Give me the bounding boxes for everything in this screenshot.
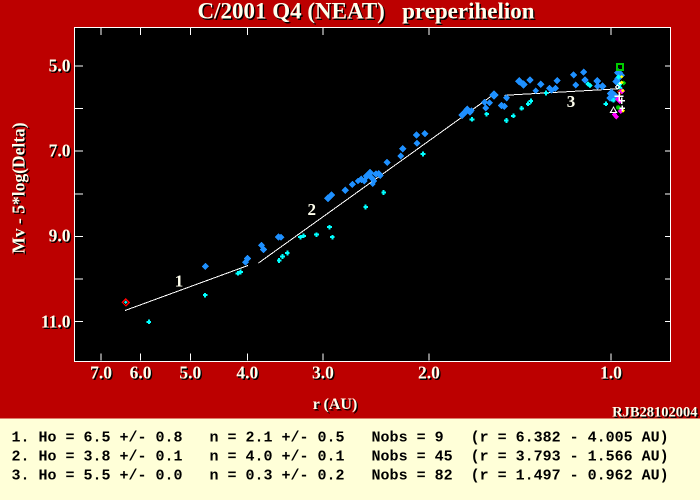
svg-text:3.0: 3.0 [313, 364, 335, 384]
svg-text:3. Ho = 5.5 +/- 0.0 n = 0.3: 3. Ho = 5.5 +/- 0.0 n = 0.3 +/- 0.2 Nobs… [12, 468, 669, 485]
svg-text:7.0: 7.0 [90, 363, 112, 383]
svg-text:1.0: 1.0 [600, 363, 622, 383]
svg-text:3: 3 [568, 93, 577, 112]
svg-text:6.0: 6.0 [131, 364, 153, 384]
svg-text:11.0: 11.0 [42, 313, 72, 333]
svg-text:2.0: 2.0 [419, 364, 441, 384]
svg-text:5.0: 5.0 [181, 364, 203, 384]
svg-text:RJB28102004: RJB28102004 [613, 406, 698, 422]
svg-text:5.0: 5.0 [49, 56, 71, 76]
svg-text:1: 1 [175, 272, 184, 291]
svg-text:3.0: 3.0 [312, 363, 334, 383]
svg-text:4.0: 4.0 [238, 364, 260, 384]
svg-text:2: 2 [309, 202, 318, 221]
svg-text:r (AU): r (AU) [313, 396, 358, 413]
svg-text:7.0: 7.0 [50, 142, 72, 162]
svg-text:C/2001 Q4 (NEAT) preperiheli: C/2001 Q4 (NEAT) preperihelion [199, 0, 536, 25]
svg-text:2. Ho = 3.8 +/- 0.1 n = 4.0: 2. Ho = 3.8 +/- 0.1 n = 4.0 +/- 0.1 Nobs… [12, 449, 669, 466]
svg-text:11.0: 11.0 [41, 311, 71, 331]
svg-text:9.0: 9.0 [50, 227, 72, 247]
svg-text:1.0: 1.0 [601, 364, 623, 384]
svg-text:9.0: 9.0 [49, 226, 71, 246]
svg-text:RJB28102004: RJB28102004 [612, 405, 697, 421]
svg-text:7.0: 7.0 [91, 364, 113, 384]
svg-text:1: 1 [176, 273, 185, 292]
svg-text:4.0: 4.0 [236, 363, 258, 383]
svg-text:2: 2 [307, 200, 316, 219]
svg-text:2.0: 2.0 [418, 363, 440, 383]
svg-text:C/2001 Q4 (NEAT) preperiheli: C/2001 Q4 (NEAT) preperihelion [197, 0, 534, 24]
svg-text:5.0: 5.0 [179, 363, 201, 383]
svg-text:Mv - 5*log(Delta): Mv - 5*log(Delta) [10, 124, 30, 255]
svg-text:1. Ho = 6.5 +/- 0.8 n = 2.1: 1. Ho = 6.5 +/- 0.8 n = 2.1 +/- 0.5 Nobs… [12, 430, 669, 447]
svg-text:3: 3 [567, 92, 576, 111]
svg-text:Mv - 5*log(Delta): Mv - 5*log(Delta) [9, 122, 29, 253]
svg-text:6.0: 6.0 [130, 363, 152, 383]
svg-text:7.0: 7.0 [49, 141, 71, 161]
svg-text:5.0: 5.0 [50, 57, 72, 77]
svg-text:r (AU): r (AU) [314, 397, 359, 414]
